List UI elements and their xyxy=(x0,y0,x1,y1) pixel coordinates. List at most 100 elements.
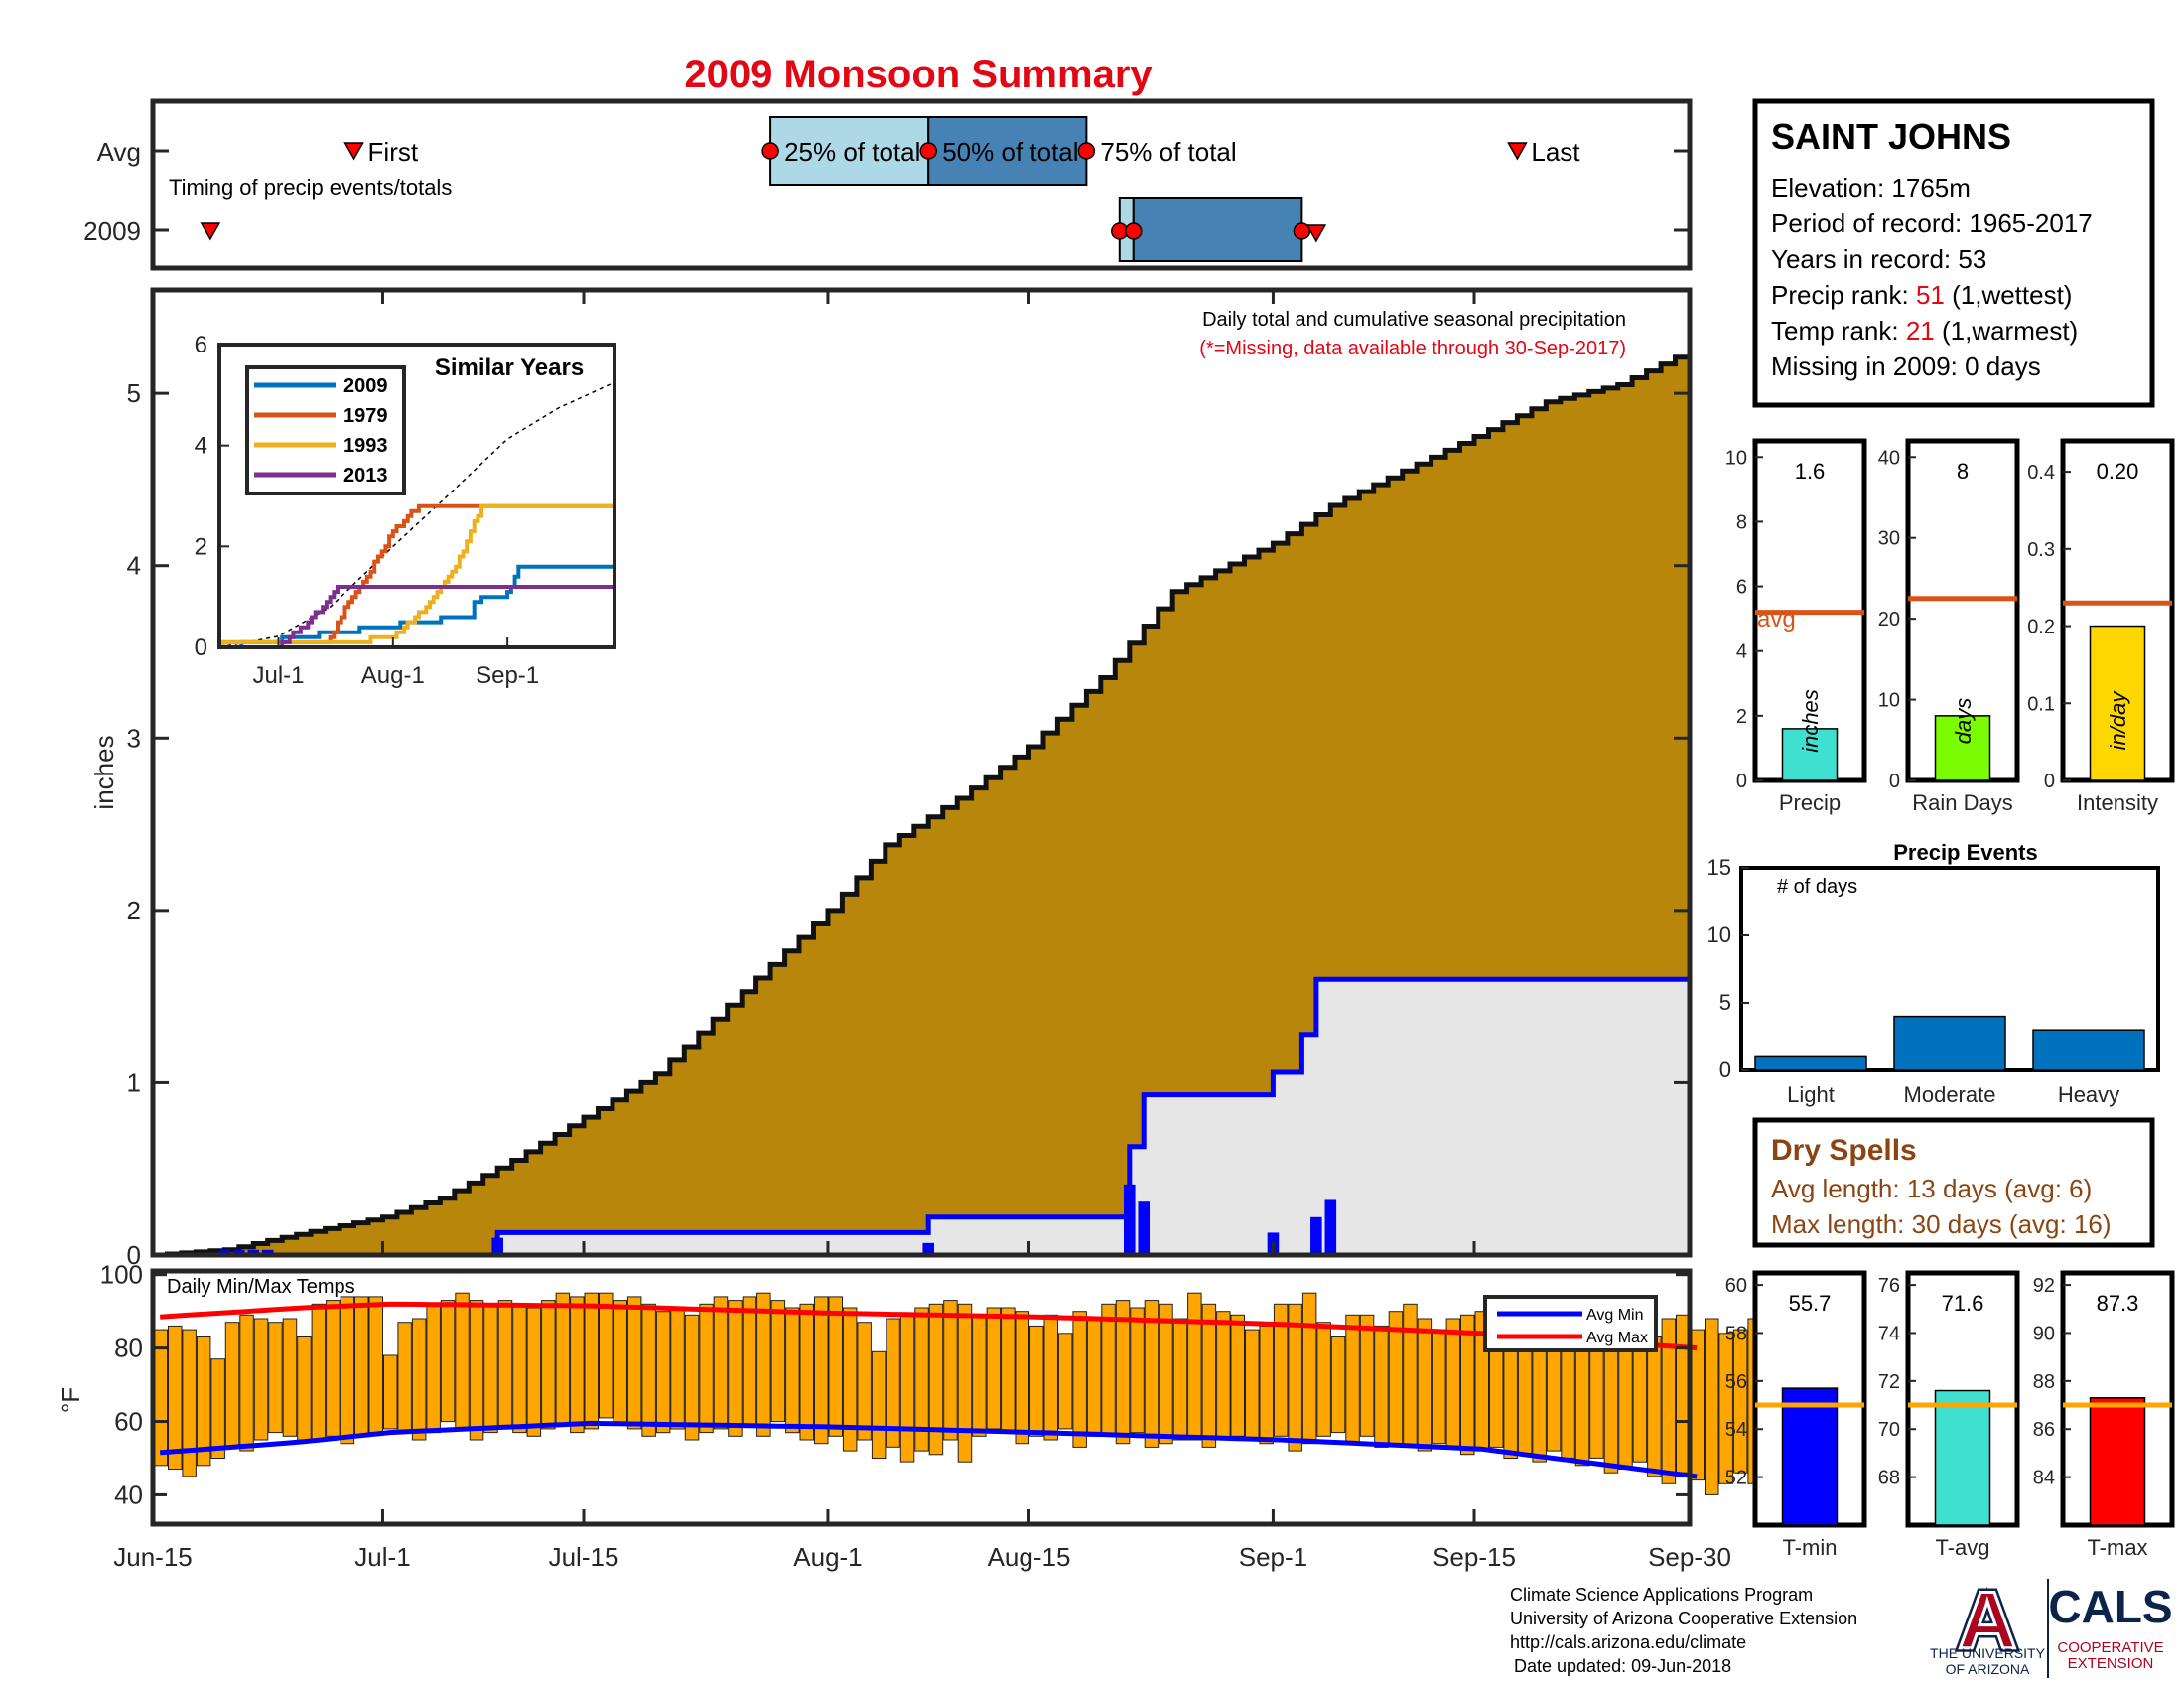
inset-x-tick-label: Sep-1 xyxy=(476,662,539,689)
inset-y-tick-label: 2 xyxy=(195,533,207,560)
inset-y-tick-label: 0 xyxy=(195,634,207,661)
footer-credits: Climate Science Applications Program Uni… xyxy=(1510,1585,1857,1676)
daily-precip-bar xyxy=(1324,1199,1337,1255)
daily-temp-bar xyxy=(541,1300,556,1430)
daily-temp-bar xyxy=(986,1307,1002,1430)
tmax-stat-y-tick-label: 86 xyxy=(2033,1419,2055,1441)
tavg-stat-y-tick-label: 74 xyxy=(1878,1323,1900,1344)
station-precip-rank: Precip rank: 51 (1,wettest) xyxy=(1771,280,2072,310)
temp-rank-value: 21 xyxy=(1906,316,1935,346)
inset-average-line xyxy=(218,381,615,648)
tmin-stat-y-tick-label: 54 xyxy=(1725,1419,1747,1441)
main-precip-panel: 0 1 2 3 4 5 inches Daily total and cumulative… xyxy=(89,287,1693,1270)
precip-rank-prefix: Precip rank: xyxy=(1771,280,1916,310)
station-info-box: SAINT JOHNS Elevation: 1765m Period of r… xyxy=(1752,98,2155,408)
ua-block-a: A xyxy=(1958,1576,2016,1666)
event-bar-light xyxy=(1754,1055,1867,1071)
daily-temp-bar xyxy=(1330,1336,1346,1434)
tavg-stat-y-tick-label: 76 xyxy=(1878,1275,1900,1297)
timing-label-q75: 75% of total xyxy=(1100,137,1236,167)
daily-temp-bar xyxy=(497,1300,513,1430)
daily-temp-bar xyxy=(1690,1329,1705,1481)
inset-x-tick-label: Jul-1 xyxy=(252,662,304,689)
intensity-stat-y-tick-label: 0.3 xyxy=(2027,539,2055,561)
dry-spells-title: Dry Spells xyxy=(1771,1134,1917,1167)
daily-temp-bar xyxy=(857,1322,872,1441)
dry-spells-max: Max length: 30 days (avg: 16) xyxy=(1771,1209,2112,1239)
temp-panel-title: Daily Min/Max Temps xyxy=(167,1276,355,1298)
temp-y-tick-label: 60 xyxy=(114,1407,143,1437)
precip-avg-label: avg xyxy=(1757,606,1796,633)
daily-temp-bar xyxy=(655,1311,671,1434)
event-category-label: Heavy xyxy=(2058,1082,2119,1107)
event-bar-heavy xyxy=(2032,1029,2145,1071)
inset-y-tick-label: 6 xyxy=(195,332,207,358)
daily-precip-bar xyxy=(1123,1184,1136,1255)
tmin-stat-bar xyxy=(1781,1387,1839,1526)
cumulative-2009-line xyxy=(153,976,1690,1258)
daily-temp-bar xyxy=(1403,1303,1418,1448)
daily-temp-bar xyxy=(1288,1303,1302,1452)
timing-panel: Avg 2009 Timing of precip events/totals … xyxy=(83,98,1693,271)
date-x-axis: Jun-15 Jul-1 Jul-15 Aug-1 Aug-15 Sep-1 Sep-15 S… xyxy=(113,290,1731,1572)
tavg-stat-value-label: 71.6 xyxy=(1942,1291,1984,1316)
dry-spells-frame xyxy=(1752,1117,2155,1248)
temp-legend-box xyxy=(1483,1295,1658,1352)
inset-title: Similar Years xyxy=(435,354,584,381)
daily-temp-bar xyxy=(354,1296,369,1437)
daily-temp-bar xyxy=(1445,1318,1461,1448)
daily-temp-bar xyxy=(1101,1303,1116,1437)
daily-temp-bar xyxy=(756,1292,771,1437)
daily-temp-bar xyxy=(1301,1292,1317,1445)
daily-temp-bar xyxy=(957,1303,973,1463)
inset-series-2013 xyxy=(219,585,614,649)
daily-temp-bar xyxy=(311,1303,327,1441)
daily-precip-bar xyxy=(233,1249,245,1255)
daily-temp-bar xyxy=(1216,1311,1231,1441)
precip-stat-y-tick-label: 10 xyxy=(1725,447,1747,469)
avg-q75-marker xyxy=(1077,142,1096,160)
daily-temp-bar xyxy=(397,1322,412,1434)
raindays-stat-bar xyxy=(1934,715,1991,781)
daily-temp-bar xyxy=(1029,1325,1044,1437)
daily-precip-bar xyxy=(1310,1216,1322,1255)
daily-precip-bar xyxy=(491,1237,504,1255)
raindays-stat-y-tick-label: 30 xyxy=(1878,528,1900,550)
station-years: Years in record: 53 xyxy=(1771,244,1986,274)
tavg-stat-y-tick-label: 68 xyxy=(1878,1468,1900,1489)
station-box-frame xyxy=(1752,98,2155,408)
tmax-stat-bar xyxy=(2089,1397,2146,1526)
x-tick-label: Sep-15 xyxy=(1433,1542,1516,1572)
y2009-first-marker xyxy=(200,222,221,241)
avg-q50-q75-box xyxy=(927,116,1088,186)
daily-temp-bar xyxy=(483,1303,498,1434)
daily-temp-bar xyxy=(1432,1329,1446,1445)
daily-temp-bar xyxy=(799,1303,814,1441)
timing-label-q50: 50% of total xyxy=(942,137,1078,167)
tavg-stat-x-label: T-avg xyxy=(1935,1535,1989,1560)
daily-temp-bar xyxy=(914,1307,929,1452)
x-tick-label: Sep-1 xyxy=(1239,1542,1307,1572)
event-category-label: Light xyxy=(1787,1082,1835,1107)
timing-label-last: Last xyxy=(1531,137,1580,167)
main-y-axis-label: inches xyxy=(89,735,119,809)
precip-stat-y-tick-label: 2 xyxy=(1736,706,1747,728)
missing-data-note: (*=Missing, data available through 30-Se… xyxy=(1199,338,1626,359)
daily-temp-bar xyxy=(383,1354,398,1430)
daily-temp-bar xyxy=(814,1296,829,1445)
daily-temp-bar xyxy=(1732,1329,1748,1474)
daily-temp-bar xyxy=(268,1322,283,1434)
daily-temp-bar xyxy=(1705,1318,1719,1495)
events-marks: Light Moderate Heavy 0 5 10 15 xyxy=(1707,855,2145,1107)
daily-temp-bar xyxy=(555,1292,571,1426)
main-y-tick-label: 2 xyxy=(127,896,141,925)
daily-temp-bar xyxy=(1632,1347,1648,1463)
daily-temp-bar xyxy=(584,1292,599,1430)
daily-temp-bar xyxy=(1718,1333,1733,1484)
timing-row-label-2009: 2009 xyxy=(83,216,141,246)
main-y-tick-label: 0 xyxy=(127,1240,141,1270)
daily-temp-bar xyxy=(1015,1311,1029,1445)
precip-stat-y-tick-label: 6 xyxy=(1736,577,1747,599)
daily-temp-bar xyxy=(1460,1314,1475,1456)
